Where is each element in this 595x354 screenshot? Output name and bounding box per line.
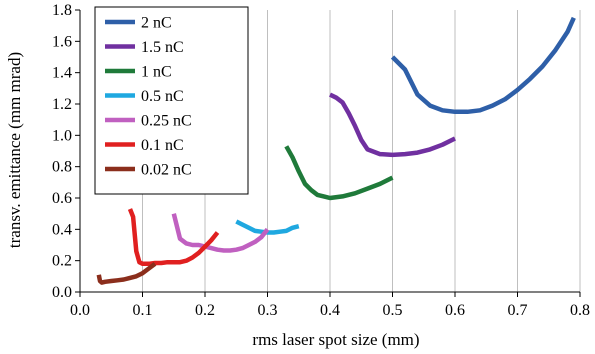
series-line-2-nc (390, 16, 576, 115)
legend-label-0-02-nc: 0.02 nC (141, 162, 192, 179)
y-tick-label: 0.2 (52, 253, 72, 270)
x-tick-label: 0.3 (258, 302, 278, 319)
series-line-0-02-nc (96, 262, 157, 285)
legend: 2 nC 1.5 nC 1 nC 0.5 nC 0.25 nC 0.1 nC 0.02 nC (94, 6, 249, 195)
x-tick-label: 0.5 (383, 302, 403, 319)
x-tick-label: 0.8 (570, 302, 590, 319)
y-tick-label: 1.6 (52, 33, 72, 50)
series-lines (96, 16, 576, 285)
legend-label-2-nc: 2 nC (141, 15, 172, 32)
x-tick-label: 0.6 (445, 302, 465, 319)
series-line-1-nc (284, 145, 394, 201)
y-tick-label: 1.4 (52, 65, 72, 82)
y-axis-label: transv. emittance (mm mrad) (5, 52, 24, 248)
y-tick-label: 1.2 (52, 96, 72, 113)
series-line-0-1-nc (127, 208, 220, 267)
x-tick-label: 0.7 (508, 302, 528, 319)
y-tick-label: 0.0 (52, 284, 72, 301)
x-axis-label: rms laser spot size (mm) (252, 330, 419, 349)
y-tick-label: 0.8 (52, 159, 72, 176)
x-tick-label: 0.4 (320, 302, 340, 319)
axes (75, 9, 581, 297)
series-line-1-5-nc (329, 92, 456, 158)
legend-box (94, 6, 249, 195)
legend-label-0-1-nc: 0.1 nC (141, 137, 184, 154)
legend-label-1-nc: 1 nC (141, 64, 172, 81)
legend-label-0-5-nc: 0.5 nC (141, 88, 184, 105)
y-tick-label: 1.8 (52, 2, 72, 19)
y-tick-label: 1.0 (52, 127, 72, 144)
legend-label-0-25-nc: 0.25 nC (141, 113, 192, 130)
legend-label-1-5-nc: 1.5 nC (141, 39, 184, 56)
x-tick-label: 0.2 (195, 302, 215, 319)
series-line-0-25-nc (171, 213, 270, 253)
y-tick-label: 0.4 (52, 221, 72, 238)
x-tick-label: 0.0 (70, 302, 90, 319)
tick-labels: 0.0 0.1 0.2 0.3 0.4 0.5 0.6 0.7 0.8 0.0 0.2 0.4 0.6 0… (52, 2, 590, 319)
y-tick-label: 0.6 (52, 190, 72, 207)
x-tick-label: 0.1 (133, 302, 153, 319)
